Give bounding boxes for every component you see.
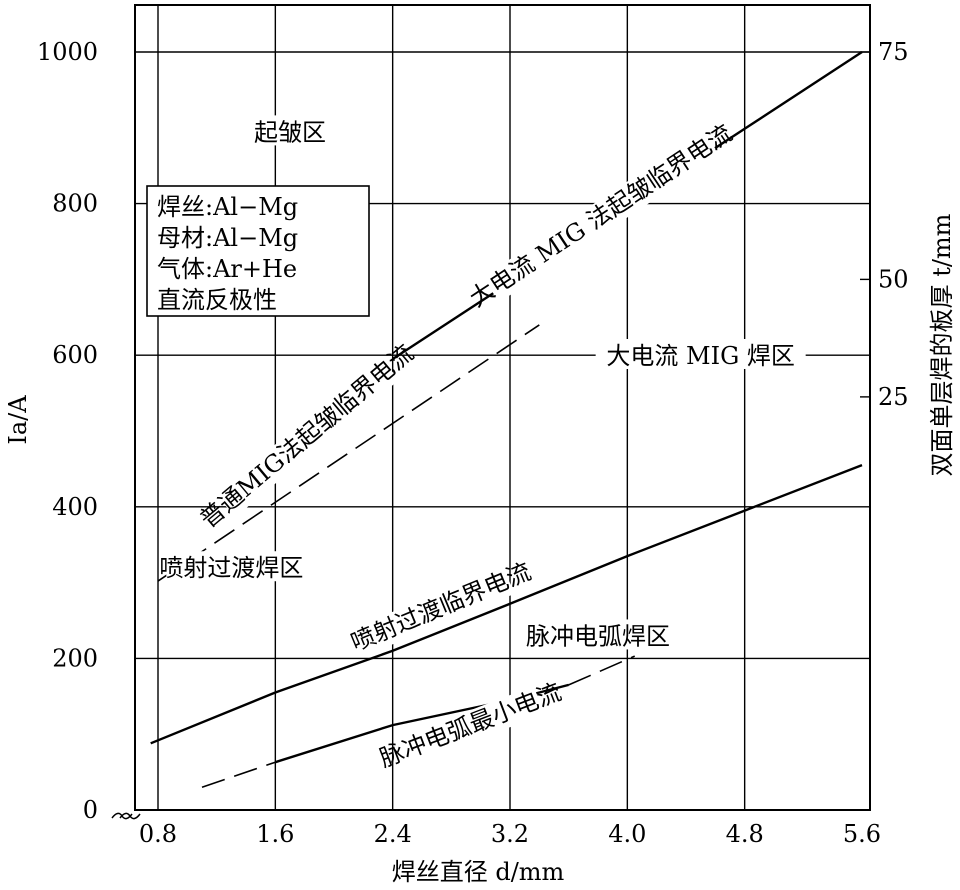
y-tick-label: 600 (52, 341, 98, 369)
legend-line: 直流反极性 (157, 286, 277, 314)
legend-line: 气体:Ar+He (157, 255, 297, 283)
y2-tick-label: 75 (878, 38, 909, 66)
curve-annotation-bg (482, 131, 721, 303)
curve-annotation: 普通MIG法起皱临界电流 (195, 339, 419, 534)
region-label-bg (166, 551, 297, 582)
series-line (150, 463, 863, 745)
y2-tick-label: 50 (878, 265, 909, 293)
series-line (274, 683, 570, 764)
y-axis-label: Ia/A (4, 395, 32, 445)
x-tick-label: 2.4 (374, 820, 412, 848)
y-ticks: 0 200 400 600 800 1000 (37, 38, 98, 824)
curve-annotation-text: 脉冲电弧最小电流 (376, 678, 565, 773)
y2-tick-label: 25 (878, 383, 909, 411)
curve-annotation-bg (397, 686, 545, 767)
legend-line: 母材:Al−Mg (157, 224, 298, 252)
curve-annotation-bg (368, 566, 515, 650)
region-label: 大电流 MIG 焊区 (606, 342, 794, 370)
x-ticks: 0.8 1.6 2.4 3.2 4.0 4.8 5.6 (139, 820, 881, 848)
legend-box: 焊丝:Al−Mg 母材:Al−Mg 气体:Ar+He 直流反极性 (146, 185, 370, 317)
y-tick-label: 1000 (37, 38, 98, 66)
region-label: 脉冲电弧焊区 (526, 622, 670, 650)
x-tick-label: 4.0 (608, 820, 646, 848)
curve-annotation: 大电流 MIG 法起皱临界电流 (465, 119, 738, 313)
legend-line: 焊丝:Al−Mg (157, 193, 298, 221)
curve-annotation-bg (215, 356, 400, 518)
grid (135, 5, 870, 810)
series-line (157, 324, 540, 582)
region-label: 起皱区 (254, 118, 326, 146)
plot-frame (134, 4, 871, 811)
x-tick-label: 3.2 (491, 820, 529, 848)
y-tick-label: 800 (52, 190, 98, 218)
curve-annotation: 喷射过渡临界电流 (347, 557, 535, 656)
series-line (568, 655, 636, 686)
region-label-bg (255, 115, 325, 146)
curve-annotation-text: 大电流 MIG 法起皱临界电流 (465, 119, 738, 313)
x-tick-label: 4.8 (726, 820, 764, 848)
region-label-bg (533, 619, 663, 650)
region-label-bg (595, 338, 806, 369)
y-tick-label: 400 (52, 493, 98, 521)
y2-ticks: 75 50 25 (860, 38, 909, 411)
y-tick-label: 0 (83, 796, 98, 824)
region-label: 喷射过渡焊区 (159, 554, 303, 582)
curve-annotation-text: 喷射过渡临界电流 (347, 557, 535, 656)
series-group (150, 50, 863, 789)
curve-annotation: 脉冲电弧最小电流 (376, 678, 565, 773)
x-tick-label: 5.6 (843, 820, 881, 848)
legend-frame (146, 185, 370, 317)
y-tick-label: 200 (52, 644, 98, 672)
x-tick-label: 0.8 (139, 820, 177, 848)
x-tick-label: 1.6 (256, 820, 294, 848)
series-line (201, 761, 276, 789)
curve-annotation-text: 普通MIG法起皱临界电流 (195, 339, 419, 534)
axis-break-symbol (111, 812, 141, 820)
x-axis-label: 焊丝直径 d/mm (392, 858, 565, 886)
y2-axis-label: 双面单层焊的板厚 t/mm (928, 213, 956, 476)
